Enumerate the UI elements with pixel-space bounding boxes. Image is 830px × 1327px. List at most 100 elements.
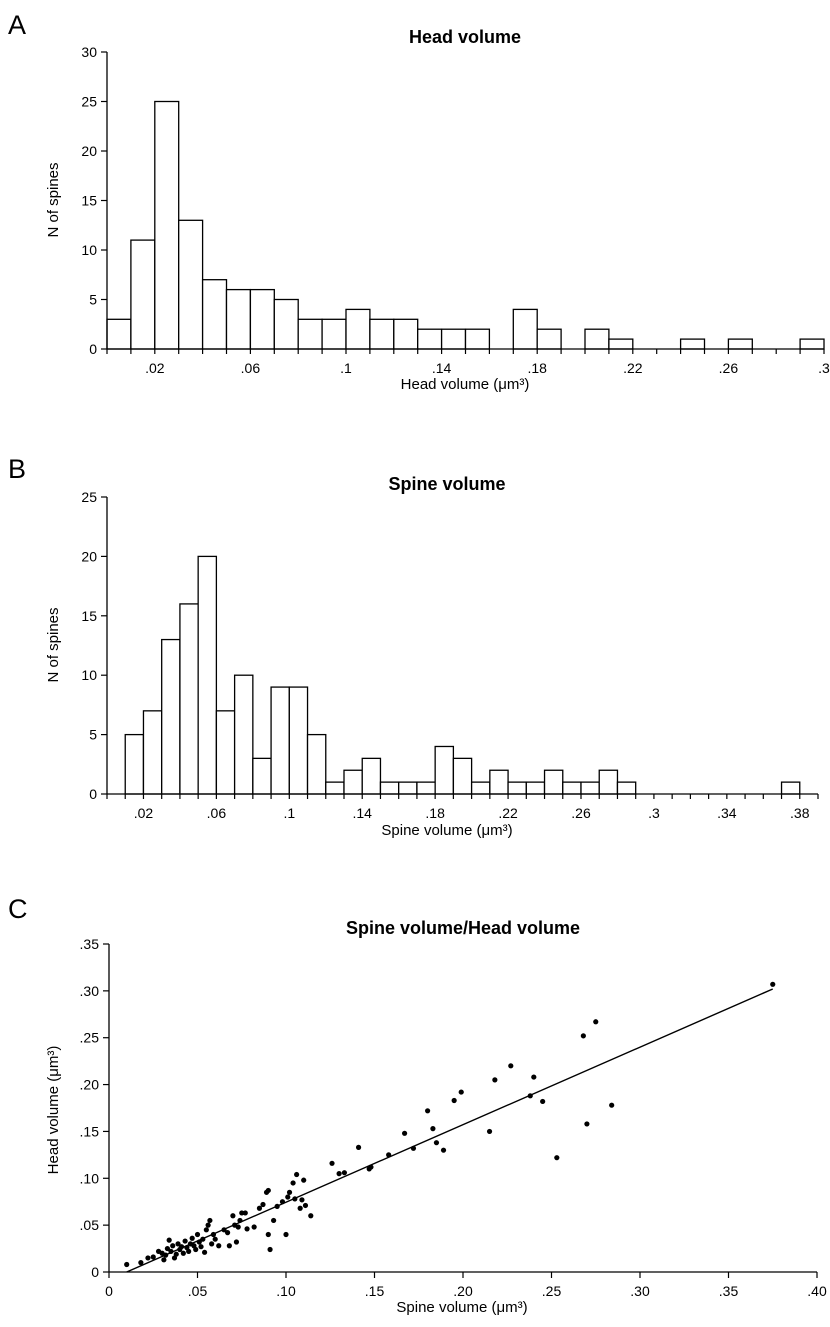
chart-c-point: [283, 1231, 289, 1238]
chart-b-bar: [215, 710, 236, 795]
chart-c-point: [150, 1254, 156, 1260]
chart-b-x-tick-label: .18: [425, 805, 445, 821]
chart-c-point: [329, 1160, 335, 1166]
chart-a-bar: [178, 219, 204, 350]
chart-c-y-tick-label: .35: [80, 936, 100, 952]
chart-b-bar: [470, 781, 491, 795]
chart-b-x-tick-label: .34: [717, 805, 737, 821]
chart-c-point: [341, 1170, 348, 1176]
chart-a-y-tick-label: 25: [81, 94, 97, 110]
chart-b-x-tick-label: .1: [283, 805, 295, 821]
chart-a-y-tick-label: 5: [89, 292, 97, 308]
chart-b-bar: [543, 769, 564, 795]
chart-a-bar: [130, 239, 156, 350]
chart-b-y-tick-label: 15: [81, 608, 97, 624]
panel-letter-a: A: [8, 10, 26, 40]
chart-a-x-tick-label: .22: [623, 360, 643, 376]
chart-c-point: [267, 1246, 273, 1253]
chart-a-bar: [321, 318, 347, 350]
chart-c-point: [170, 1243, 176, 1249]
chart-c-x-tick-label: .40: [807, 1283, 827, 1299]
chart-b-bar: [525, 781, 546, 795]
chart-c-point: [198, 1244, 204, 1250]
chart-a-bar: [512, 308, 538, 350]
chart-a-xlabel: Head volume (μm³): [401, 376, 530, 393]
chart-c-point: [244, 1226, 250, 1232]
chart-c-point: [451, 1097, 457, 1104]
chart-c-point: [593, 1019, 599, 1025]
chart-c-point: [486, 1128, 493, 1135]
panel-letter-c: C: [8, 894, 28, 924]
chart-c-point: [207, 1217, 213, 1224]
chart-a-x-tick-label: .14: [432, 360, 452, 376]
chart-a-y-tick-label: 15: [81, 193, 97, 209]
chart-c-point: [224, 1230, 231, 1236]
chart-c-point: [308, 1213, 314, 1219]
chart-b-x-tick-label: .26: [571, 805, 591, 821]
chart-a-x-tick-label: .3: [818, 360, 830, 376]
chart-b-bar: [379, 781, 400, 795]
chart-a-bar: [154, 100, 180, 350]
chart-a-y-tick-label: 0: [89, 341, 97, 357]
chart-b-bar: [598, 769, 619, 795]
chart-c-point: [440, 1147, 447, 1153]
chart-a-bar: [249, 288, 275, 350]
chart-c-point: [265, 1187, 271, 1194]
chart-b-y-tick-label: 25: [81, 489, 97, 505]
chart-c-point: [271, 1217, 277, 1224]
chart-c-point: [221, 1227, 227, 1233]
chart-a-bar: [417, 328, 443, 350]
chart-b-y-tick-label: 20: [81, 548, 97, 564]
chart-b-bar: [179, 603, 199, 795]
chart-c-point: [168, 1248, 174, 1254]
chart-b-bar: [124, 733, 145, 795]
chart-c-x-tick-label: .20: [453, 1283, 473, 1299]
chart-b-x-tick-label: .3: [648, 805, 660, 821]
chart-a-bar: [799, 338, 825, 350]
chart-c-point: [201, 1249, 208, 1255]
chart-c-point: [401, 1130, 408, 1136]
chart-c-point: [336, 1171, 342, 1177]
chart-b-bar: [398, 781, 418, 795]
chart-c-point: [186, 1248, 192, 1254]
chart-b-bar: [562, 781, 582, 795]
chart-c-point: [554, 1155, 560, 1161]
chart-c-point: [256, 1205, 263, 1211]
chart-b-bar: [361, 757, 382, 795]
chart-c-y-tick-label: .10: [80, 1170, 100, 1186]
chart-a-y-tick-label: 10: [81, 242, 97, 258]
chart-c-y-tick-label: 0: [91, 1264, 99, 1280]
chart-c-point: [433, 1140, 440, 1146]
chart-b-ylabel: N of spines: [45, 607, 62, 682]
chart-b-bar: [434, 745, 455, 795]
chart-b-bar: [270, 686, 290, 795]
chart-b-bar: [343, 769, 363, 795]
chart-c-point: [212, 1236, 218, 1242]
chart-c-x-tick-label: .05: [188, 1283, 208, 1299]
chart-c-point: [386, 1152, 392, 1158]
chart-a-title: Head volume: [409, 27, 521, 47]
chart-c-point: [301, 1177, 307, 1183]
chart-c-y-tick-label: .25: [80, 1030, 100, 1046]
chart-b-x-tick-label: .22: [498, 805, 518, 821]
chart-c-spine-vs-head-scatter: 0 .05 .10 .15 .20 .25 .30 .35 0 .05 .10 .15 .20 .25 .3…: [80, 936, 827, 1299]
chart-b-bar: [507, 781, 527, 795]
chart-c-point: [540, 1098, 546, 1105]
chart-b-bar: [161, 638, 181, 795]
chart-b-bar: [580, 781, 600, 795]
chart-c-point: [242, 1210, 248, 1216]
chart-c-x-tick-label: .25: [542, 1283, 562, 1299]
chart-b-bar: [780, 781, 801, 795]
chart-c-point: [235, 1224, 241, 1230]
chart-a-bar: [369, 318, 395, 350]
chart-c-point: [274, 1203, 280, 1209]
chart-c-point: [180, 1250, 186, 1256]
chart-c-point: [458, 1089, 464, 1095]
chart-c-point: [194, 1231, 201, 1238]
chart-c-point: [584, 1121, 590, 1127]
chart-a-ylabel: N of spines: [45, 162, 62, 237]
chart-c-x-tick-label: .15: [365, 1283, 385, 1299]
chart-c-xlabel: Spine volume (μm³): [396, 1299, 527, 1316]
chart-b-bar: [489, 769, 509, 795]
chart-c-point: [209, 1241, 215, 1247]
